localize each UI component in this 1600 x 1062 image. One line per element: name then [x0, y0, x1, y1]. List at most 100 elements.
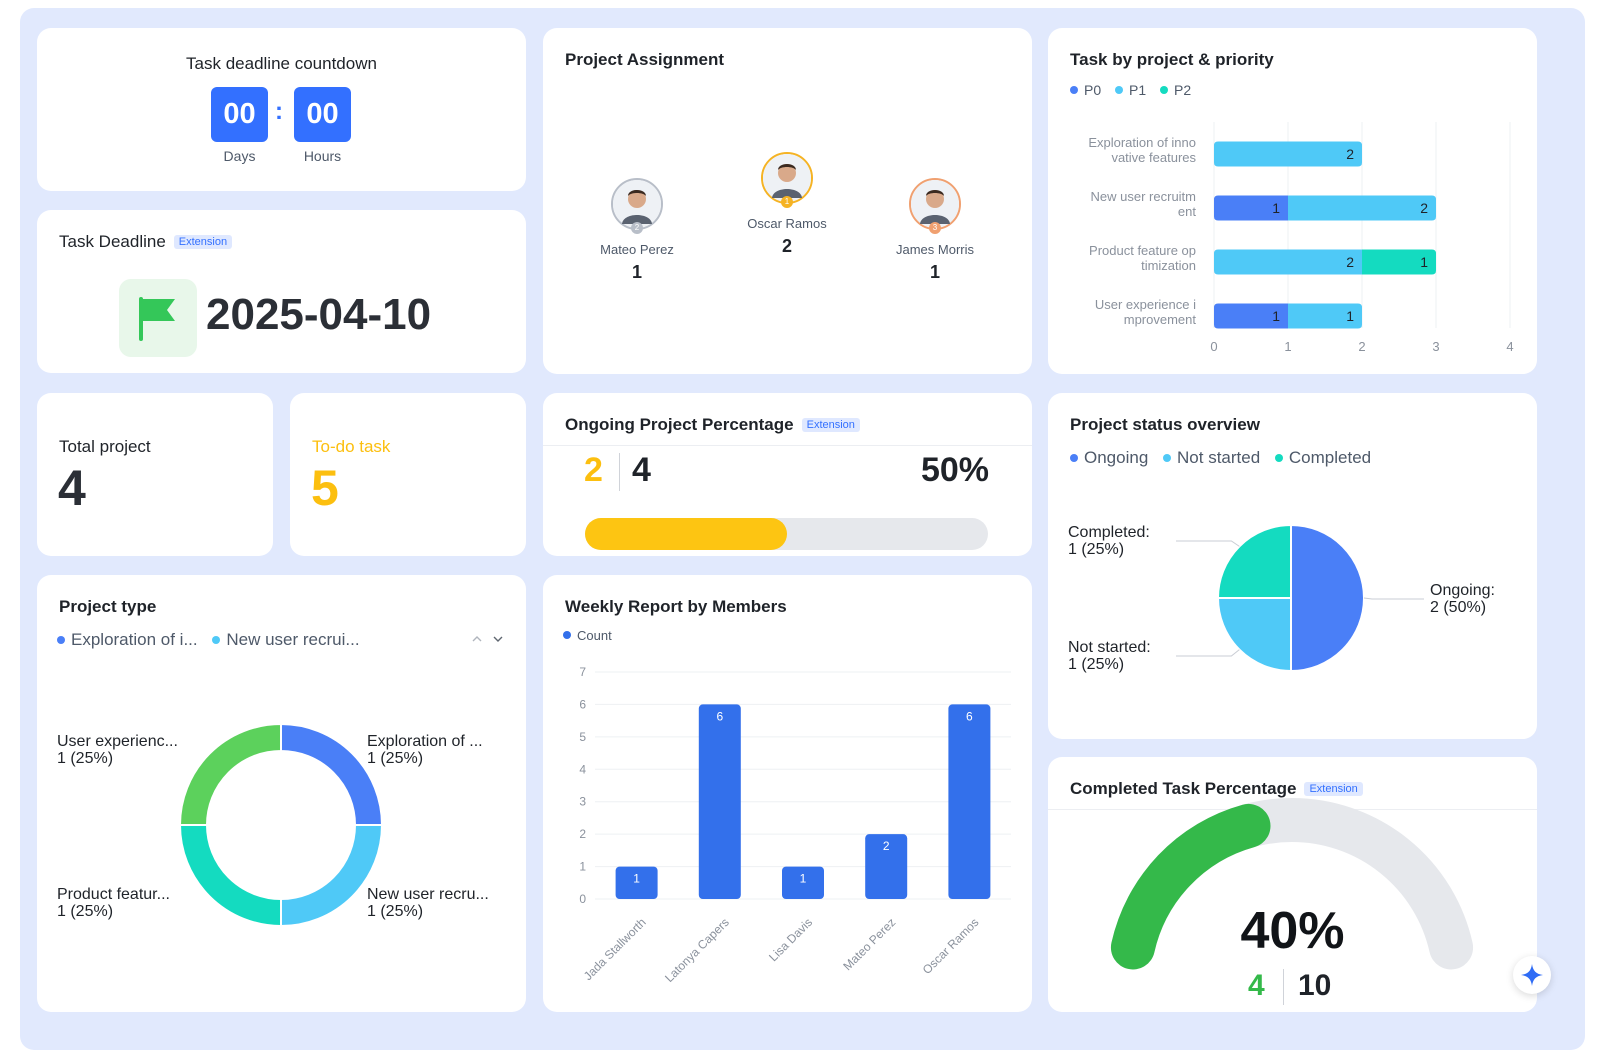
status-title: Project status overview [1070, 415, 1260, 434]
pie-label: Not started: [1068, 639, 1151, 656]
y-tick-label: 6 [579, 697, 586, 711]
extension-badge: Extension [1304, 782, 1363, 796]
x-tick-label: 1 [1284, 339, 1291, 354]
pie-value-label: 1 (25%) [1068, 656, 1124, 673]
x-tick-label: 3 [1432, 339, 1439, 354]
bar-data-label: 1 [1272, 308, 1280, 324]
bar-data-label: 6 [966, 709, 973, 723]
legend-dot [1070, 454, 1078, 462]
ongoing-percent: 50% [920, 451, 989, 489]
type-legend: Exploration of i... New user recrui... [57, 630, 360, 650]
legend-label: Count [577, 628, 612, 643]
bar-data-label: 1 [1272, 200, 1280, 216]
y-tick-label: 5 [579, 730, 586, 744]
legend-next-button[interactable] [490, 631, 506, 647]
legend-label: New user recrui... [226, 630, 360, 649]
completed-divider [1283, 969, 1284, 1005]
bar-segment-p0 [1214, 195, 1288, 221]
ai-assistant-button[interactable] [1513, 956, 1551, 994]
bar-data-label: 2 [1346, 146, 1354, 162]
deadline-date: 2025-04-10 [206, 290, 432, 339]
ongoing-card: Ongoing Project Percentage Extension 2 4 … [543, 393, 1032, 556]
pie-value-label: 1 (25%) [1068, 541, 1124, 558]
bar-segment-p1 [1214, 141, 1362, 167]
completed-total: 10 [1298, 969, 1332, 1002]
legend-item-exploration[interactable]: Exploration of i... [57, 630, 198, 649]
priority-card: Task by project & priority P0 P1 P2 0 1 2 3… [1048, 28, 1537, 374]
completed-percent: 40% [1240, 902, 1345, 960]
ongoing-numerator: 2 [584, 451, 603, 489]
ongoing-divider [619, 453, 620, 491]
total-project-label: Total project [59, 437, 151, 456]
legend-dot [212, 636, 221, 644]
y-tick-label: 3 [579, 795, 586, 809]
flag-icon [119, 279, 197, 357]
donut-value-label: 1 (25%) [57, 750, 113, 767]
category-label: Product feature op [1089, 243, 1196, 258]
donut-value-label: 1 (25%) [367, 903, 423, 920]
member-count: 2 [781, 236, 792, 256]
member-avatar[interactable] [909, 178, 961, 230]
type-card: Project type Exploration of i... New use… [37, 575, 526, 1012]
donut-label: Product featur... [57, 886, 170, 903]
legend-item-completed[interactable]: Completed [1274, 448, 1371, 467]
todo-task-label: To-do task [312, 437, 391, 456]
completed-title-text: Completed Task Percentage [1070, 779, 1297, 798]
bar-data-label: 2 [1420, 200, 1428, 216]
bar-data-label: 1 [1420, 254, 1428, 270]
donut-label: New user recru... [367, 886, 489, 903]
member-count: 1 [631, 262, 642, 282]
member-avatar[interactable] [611, 178, 663, 230]
person-icon [911, 180, 959, 228]
legend-item-count[interactable]: Count [563, 628, 612, 643]
rank-badge: 3 [929, 222, 941, 234]
legend-dot [1163, 454, 1172, 462]
x-tick-label: 0 [1210, 339, 1217, 354]
pie-leader-line [1363, 597, 1424, 600]
ongoing-title-text: Ongoing Project Percentage [565, 415, 794, 434]
weekly-title: Weekly Report by Members [565, 597, 787, 616]
member-name: Oscar Ramos [747, 216, 827, 231]
ongoing-denominator: 4 [632, 451, 651, 489]
weekly-card: Weekly Report by Members Count 0 1 2 3 4 5 6 7 1… [543, 575, 1032, 1012]
legend-item-new-user[interactable]: New user recrui... [212, 630, 360, 649]
completed-card: Completed Task Percentage Extension 40% 4… [1048, 757, 1537, 1012]
y-tick-label: 0 [579, 892, 586, 906]
pie-slice [1216, 597, 1292, 673]
legend-dot [563, 631, 571, 639]
legend-dot [1070, 86, 1078, 94]
category-label: New user recruitm [1091, 189, 1196, 204]
bar [615, 866, 658, 899]
legend-item-not-started[interactable]: Not started [1163, 448, 1260, 467]
legend-prev-button[interactable] [469, 631, 485, 647]
pie-label: Ongoing: [1430, 582, 1495, 599]
legend-dot [1160, 86, 1169, 94]
priority-title: Task by project & priority [1070, 50, 1274, 69]
bar-data-label: 1 [800, 872, 807, 886]
bar-data-label: 2 [883, 839, 890, 853]
assignment-card: Project Assignment 1 Oscar Ramos 2 2 Mateo P… [543, 28, 1032, 374]
legend-label: Not started [1177, 448, 1261, 467]
legend-item-p0[interactable]: P0 [1070, 82, 1101, 98]
legend-label: P2 [1174, 82, 1192, 98]
countdown-hours-value: 00 [306, 98, 339, 130]
x-tick-label: Oscar Ramos [920, 915, 982, 977]
bar [865, 834, 908, 899]
pie-value-label: 2 (50%) [1430, 599, 1486, 616]
countdown-days-label: Days [223, 148, 256, 164]
person-icon [613, 180, 661, 228]
y-tick-label: 4 [579, 762, 586, 776]
donut-label: User experienc... [57, 733, 178, 750]
legend-item-ongoing[interactable]: Ongoing [1070, 448, 1148, 467]
member-avatar[interactable] [761, 152, 813, 204]
y-tick-label: 7 [579, 665, 586, 679]
priority-legend: P0 P1 P2 [1070, 82, 1191, 98]
category-label: timization [1141, 258, 1196, 273]
x-tick-label: Jada Stallworth [581, 915, 649, 983]
ongoing-progress-track [585, 518, 988, 550]
deadline-title-text: Task Deadline [59, 232, 166, 251]
x-tick-label: 2 [1358, 339, 1365, 354]
legend-item-p1[interactable]: P1 [1115, 82, 1146, 98]
pie-leader-line [1176, 540, 1240, 547]
legend-item-p2[interactable]: P2 [1160, 82, 1191, 98]
